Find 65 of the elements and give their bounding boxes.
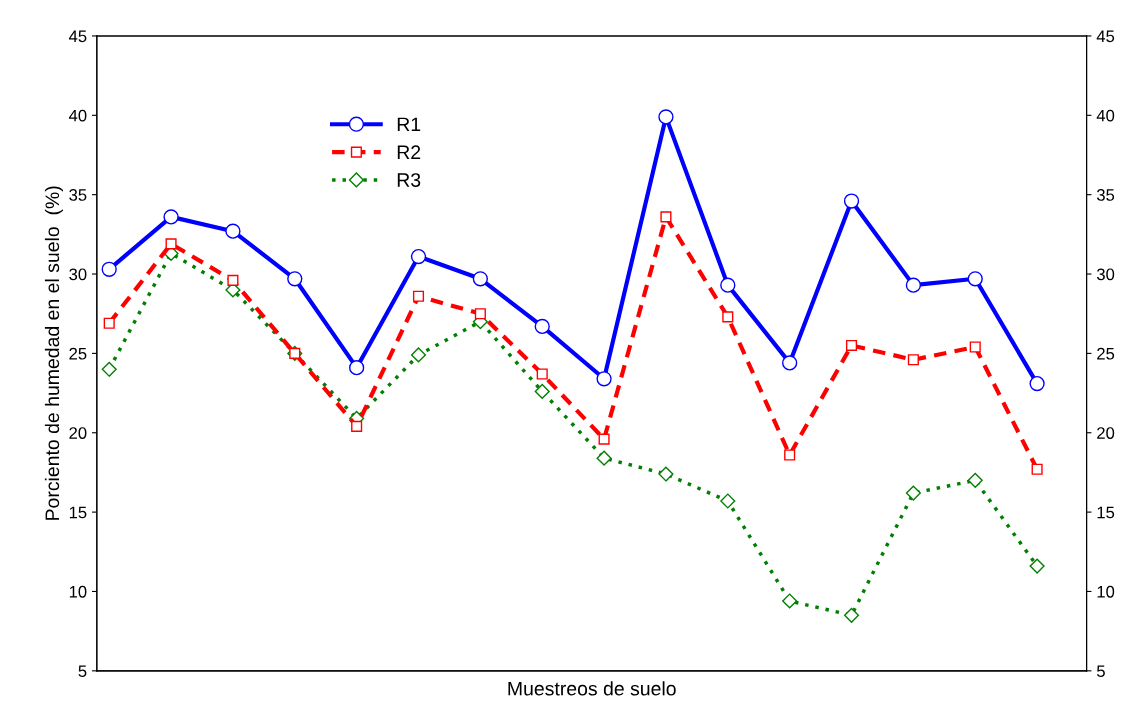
y-tick-label: 30 — [69, 268, 87, 281]
y2-tick-label: 10 — [1097, 585, 1115, 598]
point — [1031, 463, 1043, 475]
y2-tick-label: 30 — [1096, 268, 1115, 281]
point — [101, 261, 117, 277]
point — [536, 368, 548, 380]
point — [843, 193, 860, 209]
point — [410, 347, 427, 363]
y-tick-label: 10 — [69, 585, 87, 598]
y2-tick-label: 15 — [1097, 506, 1115, 519]
legend-label: R3 — [397, 173, 421, 187]
point — [103, 317, 115, 329]
y-tick-label: 20 — [69, 427, 87, 439]
point — [967, 472, 983, 488]
point — [907, 354, 919, 366]
point — [163, 209, 179, 225]
point — [101, 361, 117, 377]
y2-tick-label: 25 — [1097, 347, 1115, 360]
point — [905, 277, 922, 293]
y-tick-label: 15 — [69, 506, 87, 519]
y2-tick-label: 20 — [1097, 427, 1115, 439]
point — [410, 248, 427, 265]
point — [598, 433, 610, 445]
point — [351, 420, 363, 432]
legend-label: R2 — [397, 145, 421, 159]
point — [905, 485, 921, 501]
y-tick-label: 45 — [68, 30, 87, 43]
x-axis-title: Muestreos de suelo — [508, 681, 676, 696]
y-tick-label: 5 — [78, 665, 87, 678]
point — [660, 211, 672, 223]
y2-tick-label: 40 — [1096, 109, 1115, 122]
point — [782, 355, 798, 371]
point — [782, 593, 798, 609]
point — [596, 371, 612, 387]
point — [720, 493, 736, 509]
point — [412, 290, 425, 302]
point — [843, 607, 860, 623]
point — [969, 341, 981, 353]
point — [534, 318, 550, 335]
y-tick-label: 35 — [69, 189, 87, 201]
y-axis-title: Porciento de humedad en el suelo (%) — [44, 186, 64, 520]
point — [287, 271, 303, 287]
point — [784, 449, 796, 461]
point — [534, 383, 550, 400]
point — [1029, 558, 1045, 574]
point — [658, 466, 674, 482]
y-tick-label: 25 — [69, 347, 87, 360]
point — [1029, 375, 1045, 392]
y2-tick-label: 35 — [1096, 189, 1115, 201]
point — [227, 274, 239, 286]
point — [474, 308, 486, 320]
point — [472, 271, 489, 287]
point — [165, 238, 177, 250]
point — [658, 109, 674, 125]
point — [967, 271, 983, 287]
point — [845, 339, 858, 352]
y2-tick-label: 45 — [1096, 30, 1115, 43]
point — [225, 223, 241, 239]
point — [349, 360, 365, 376]
point — [722, 311, 734, 323]
y2-tick-label: 5 — [1096, 665, 1105, 678]
legend-label: R1 — [397, 117, 421, 132]
point — [596, 450, 612, 466]
y-tick-label: 40 — [68, 109, 87, 122]
point — [720, 277, 736, 293]
